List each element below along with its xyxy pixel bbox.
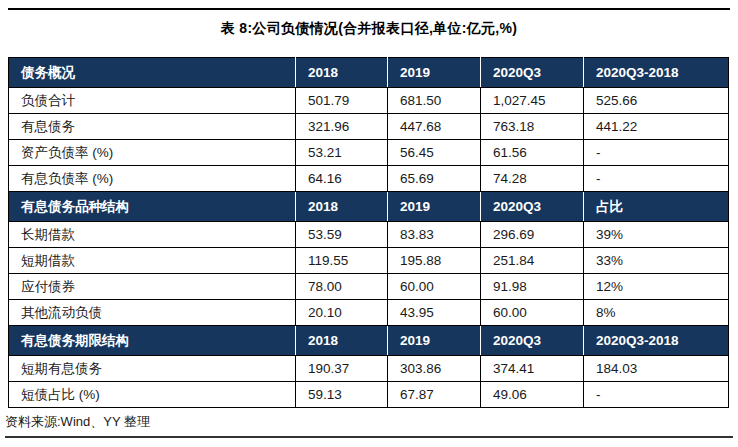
section-header-row: 有息债务期限结构201820192020Q32020Q3-2018 (9, 326, 729, 356)
section-header-cell: 2018 (296, 326, 388, 356)
value-cell: 60.00 (481, 300, 584, 326)
section-header-label: 有息债务期限结构 (9, 326, 296, 356)
value-cell: 39% (584, 222, 729, 248)
table-row: 应付债券78.0060.0091.9812% (9, 274, 729, 300)
value-cell: 65.69 (388, 166, 481, 192)
table-title: 表 8:公司负债情况(合并报表口径,单位:亿元,%) (0, 20, 738, 38)
table-row: 短期借款119.55195.88251.8433% (9, 248, 729, 274)
value-cell: 441.22 (584, 114, 729, 140)
row-label-cell: 短债占比 (%) (9, 382, 296, 408)
bottom-divider (5, 436, 733, 438)
value-cell: 83.83 (388, 222, 481, 248)
value-cell: 8% (584, 300, 729, 326)
value-cell: 190.37 (296, 356, 388, 382)
section-header-cell: 2020Q3 (481, 58, 584, 88)
liability-table: 债务概况201820192020Q32020Q3-2018负债合计501.796… (8, 57, 729, 408)
table-row: 资产负债率 (%)53.2156.4561.56- (9, 140, 729, 166)
row-label-cell: 短期借款 (9, 248, 296, 274)
value-cell: 53.21 (296, 140, 388, 166)
row-label-cell: 短期有息债务 (9, 356, 296, 382)
section-header-label: 有息债务品种结构 (9, 192, 296, 222)
section-header-row: 债务概况201820192020Q32020Q3-2018 (9, 58, 729, 88)
value-cell: 20.10 (296, 300, 388, 326)
section-header-cell: 2019 (388, 192, 481, 222)
value-cell: 119.55 (296, 248, 388, 274)
value-cell: 12% (584, 274, 729, 300)
section-header-cell: 占比 (584, 192, 729, 222)
value-cell: 61.56 (481, 140, 584, 166)
value-cell: 763.18 (481, 114, 584, 140)
row-label-cell: 应付债券 (9, 274, 296, 300)
section-header-cell: 2019 (388, 326, 481, 356)
table-row: 短期有息债务190.37303.86374.41184.03 (9, 356, 729, 382)
table-row: 长期借款53.5983.83296.6939% (9, 222, 729, 248)
value-cell: 501.79 (296, 88, 388, 114)
section-header-cell: 2020Q3 (481, 192, 584, 222)
value-cell: - (584, 140, 729, 166)
section-header-cell: 2020Q3-2018 (584, 326, 729, 356)
value-cell: 525.66 (584, 88, 729, 114)
section-header-cell: 2020Q3 (481, 326, 584, 356)
value-cell: - (584, 166, 729, 192)
row-label-cell: 有息债务 (9, 114, 296, 140)
report-page: 表 8:公司负债情况(合并报表口径,单位:亿元,%) 债务概况201820192… (0, 0, 738, 447)
value-cell: 251.84 (481, 248, 584, 274)
section-header-cell: 2020Q3-2018 (584, 58, 729, 88)
table-row: 短债占比 (%)59.1367.8749.06- (9, 382, 729, 408)
row-label-cell: 负债合计 (9, 88, 296, 114)
value-cell: 60.00 (388, 274, 481, 300)
section-header-row: 有息债务品种结构201820192020Q3占比 (9, 192, 729, 222)
row-label-cell: 其他流动负债 (9, 300, 296, 326)
section-header-cell: 2019 (388, 58, 481, 88)
value-cell: 1,027.45 (481, 88, 584, 114)
value-cell: 53.59 (296, 222, 388, 248)
value-cell: 74.28 (481, 166, 584, 192)
row-label-cell: 有息负债率 (%) (9, 166, 296, 192)
value-cell: - (584, 382, 729, 408)
value-cell: 78.00 (296, 274, 388, 300)
value-cell: 195.88 (388, 248, 481, 274)
section-header-label: 债务概况 (9, 58, 296, 88)
value-cell: 184.03 (584, 356, 729, 382)
table-row: 有息债务321.96447.68763.18441.22 (9, 114, 729, 140)
row-label-cell: 长期借款 (9, 222, 296, 248)
value-cell: 321.96 (296, 114, 388, 140)
value-cell: 67.87 (388, 382, 481, 408)
section-header-cell: 2018 (296, 58, 388, 88)
value-cell: 59.13 (296, 382, 388, 408)
table-row: 其他流动负债20.1043.9560.008% (9, 300, 729, 326)
value-cell: 91.98 (481, 274, 584, 300)
value-cell: 296.69 (481, 222, 584, 248)
value-cell: 56.45 (388, 140, 481, 166)
value-cell: 64.16 (296, 166, 388, 192)
value-cell: 447.68 (388, 114, 481, 140)
table-row: 负债合计501.79681.501,027.45525.66 (9, 88, 729, 114)
table-row: 有息负债率 (%)64.1665.6974.28- (9, 166, 729, 192)
top-divider (8, 8, 730, 10)
section-header-cell: 2018 (296, 192, 388, 222)
source-note: 资料来源:Wind、YY 整理 (5, 413, 150, 431)
value-cell: 681.50 (388, 88, 481, 114)
value-cell: 303.86 (388, 356, 481, 382)
value-cell: 43.95 (388, 300, 481, 326)
value-cell: 374.41 (481, 356, 584, 382)
value-cell: 49.06 (481, 382, 584, 408)
row-label-cell: 资产负债率 (%) (9, 140, 296, 166)
value-cell: 33% (584, 248, 729, 274)
